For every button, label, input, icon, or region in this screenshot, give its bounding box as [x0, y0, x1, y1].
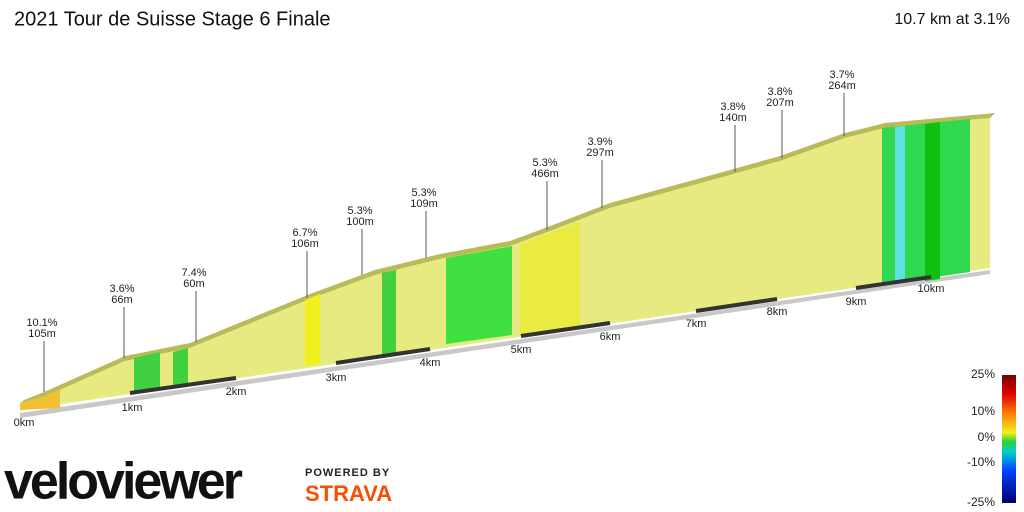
- distance-label: 4km: [420, 357, 441, 369]
- distance-label: 1km: [122, 402, 143, 414]
- profile: [20, 113, 995, 418]
- distance-label: 8km: [767, 306, 788, 318]
- annotation-grade: 5.3%: [347, 205, 372, 217]
- brand-logo: veloviewer: [4, 453, 243, 511]
- annotation-length: 140m: [719, 112, 747, 124]
- annotation-grade: 7.4%: [181, 267, 206, 279]
- annotation-grade: 3.8%: [767, 86, 792, 98]
- powered-by: POWERED BY: [305, 467, 390, 479]
- annotation-length: 66m: [111, 294, 132, 306]
- annotation-grade: 5.3%: [532, 157, 557, 169]
- annotation-length: 207m: [766, 97, 794, 109]
- annotation-grade: 3.9%: [587, 136, 612, 148]
- strava-logo: STRAVA: [305, 481, 392, 506]
- annotation-length: 297m: [586, 147, 614, 159]
- scale-label: 0%: [978, 430, 996, 444]
- distance-label: 10km: [918, 283, 945, 295]
- distance-label: 7km: [686, 318, 707, 330]
- title: 2021 Tour de Suisse Stage 6 Finale: [14, 8, 331, 30]
- color-scale: [1002, 375, 1016, 503]
- scale-label: -10%: [967, 455, 995, 469]
- distance-label: 2km: [226, 386, 247, 398]
- annotation-length: 466m: [531, 168, 559, 180]
- scale-label: -25%: [967, 495, 995, 509]
- annotation-length: 60m: [183, 278, 204, 290]
- distance-label: 3km: [326, 372, 347, 384]
- annotation-length: 106m: [291, 238, 319, 250]
- annotation-grade: 3.7%: [829, 69, 854, 81]
- distance-label: 0km: [14, 417, 35, 429]
- scale-label: 25%: [971, 367, 995, 381]
- distance-label: 9km: [846, 296, 867, 308]
- annotation-length: 109m: [410, 198, 438, 210]
- annotation-length: 105m: [28, 328, 56, 340]
- scale-label: 10%: [971, 404, 995, 418]
- annotation-grade: 6.7%: [292, 227, 317, 239]
- distance-label: 6km: [600, 331, 621, 343]
- annotation-grade: 10.1%: [26, 317, 57, 329]
- annotation-grade: 5.3%: [411, 187, 436, 199]
- annotation-length: 264m: [828, 80, 856, 92]
- annotation-length: 100m: [346, 216, 374, 228]
- annotation-grade: 3.8%: [720, 101, 745, 113]
- summary: 10.7 km at 3.1%: [894, 11, 1010, 28]
- annotation-grade: 3.6%: [109, 283, 134, 295]
- distance-label: 5km: [511, 344, 532, 356]
